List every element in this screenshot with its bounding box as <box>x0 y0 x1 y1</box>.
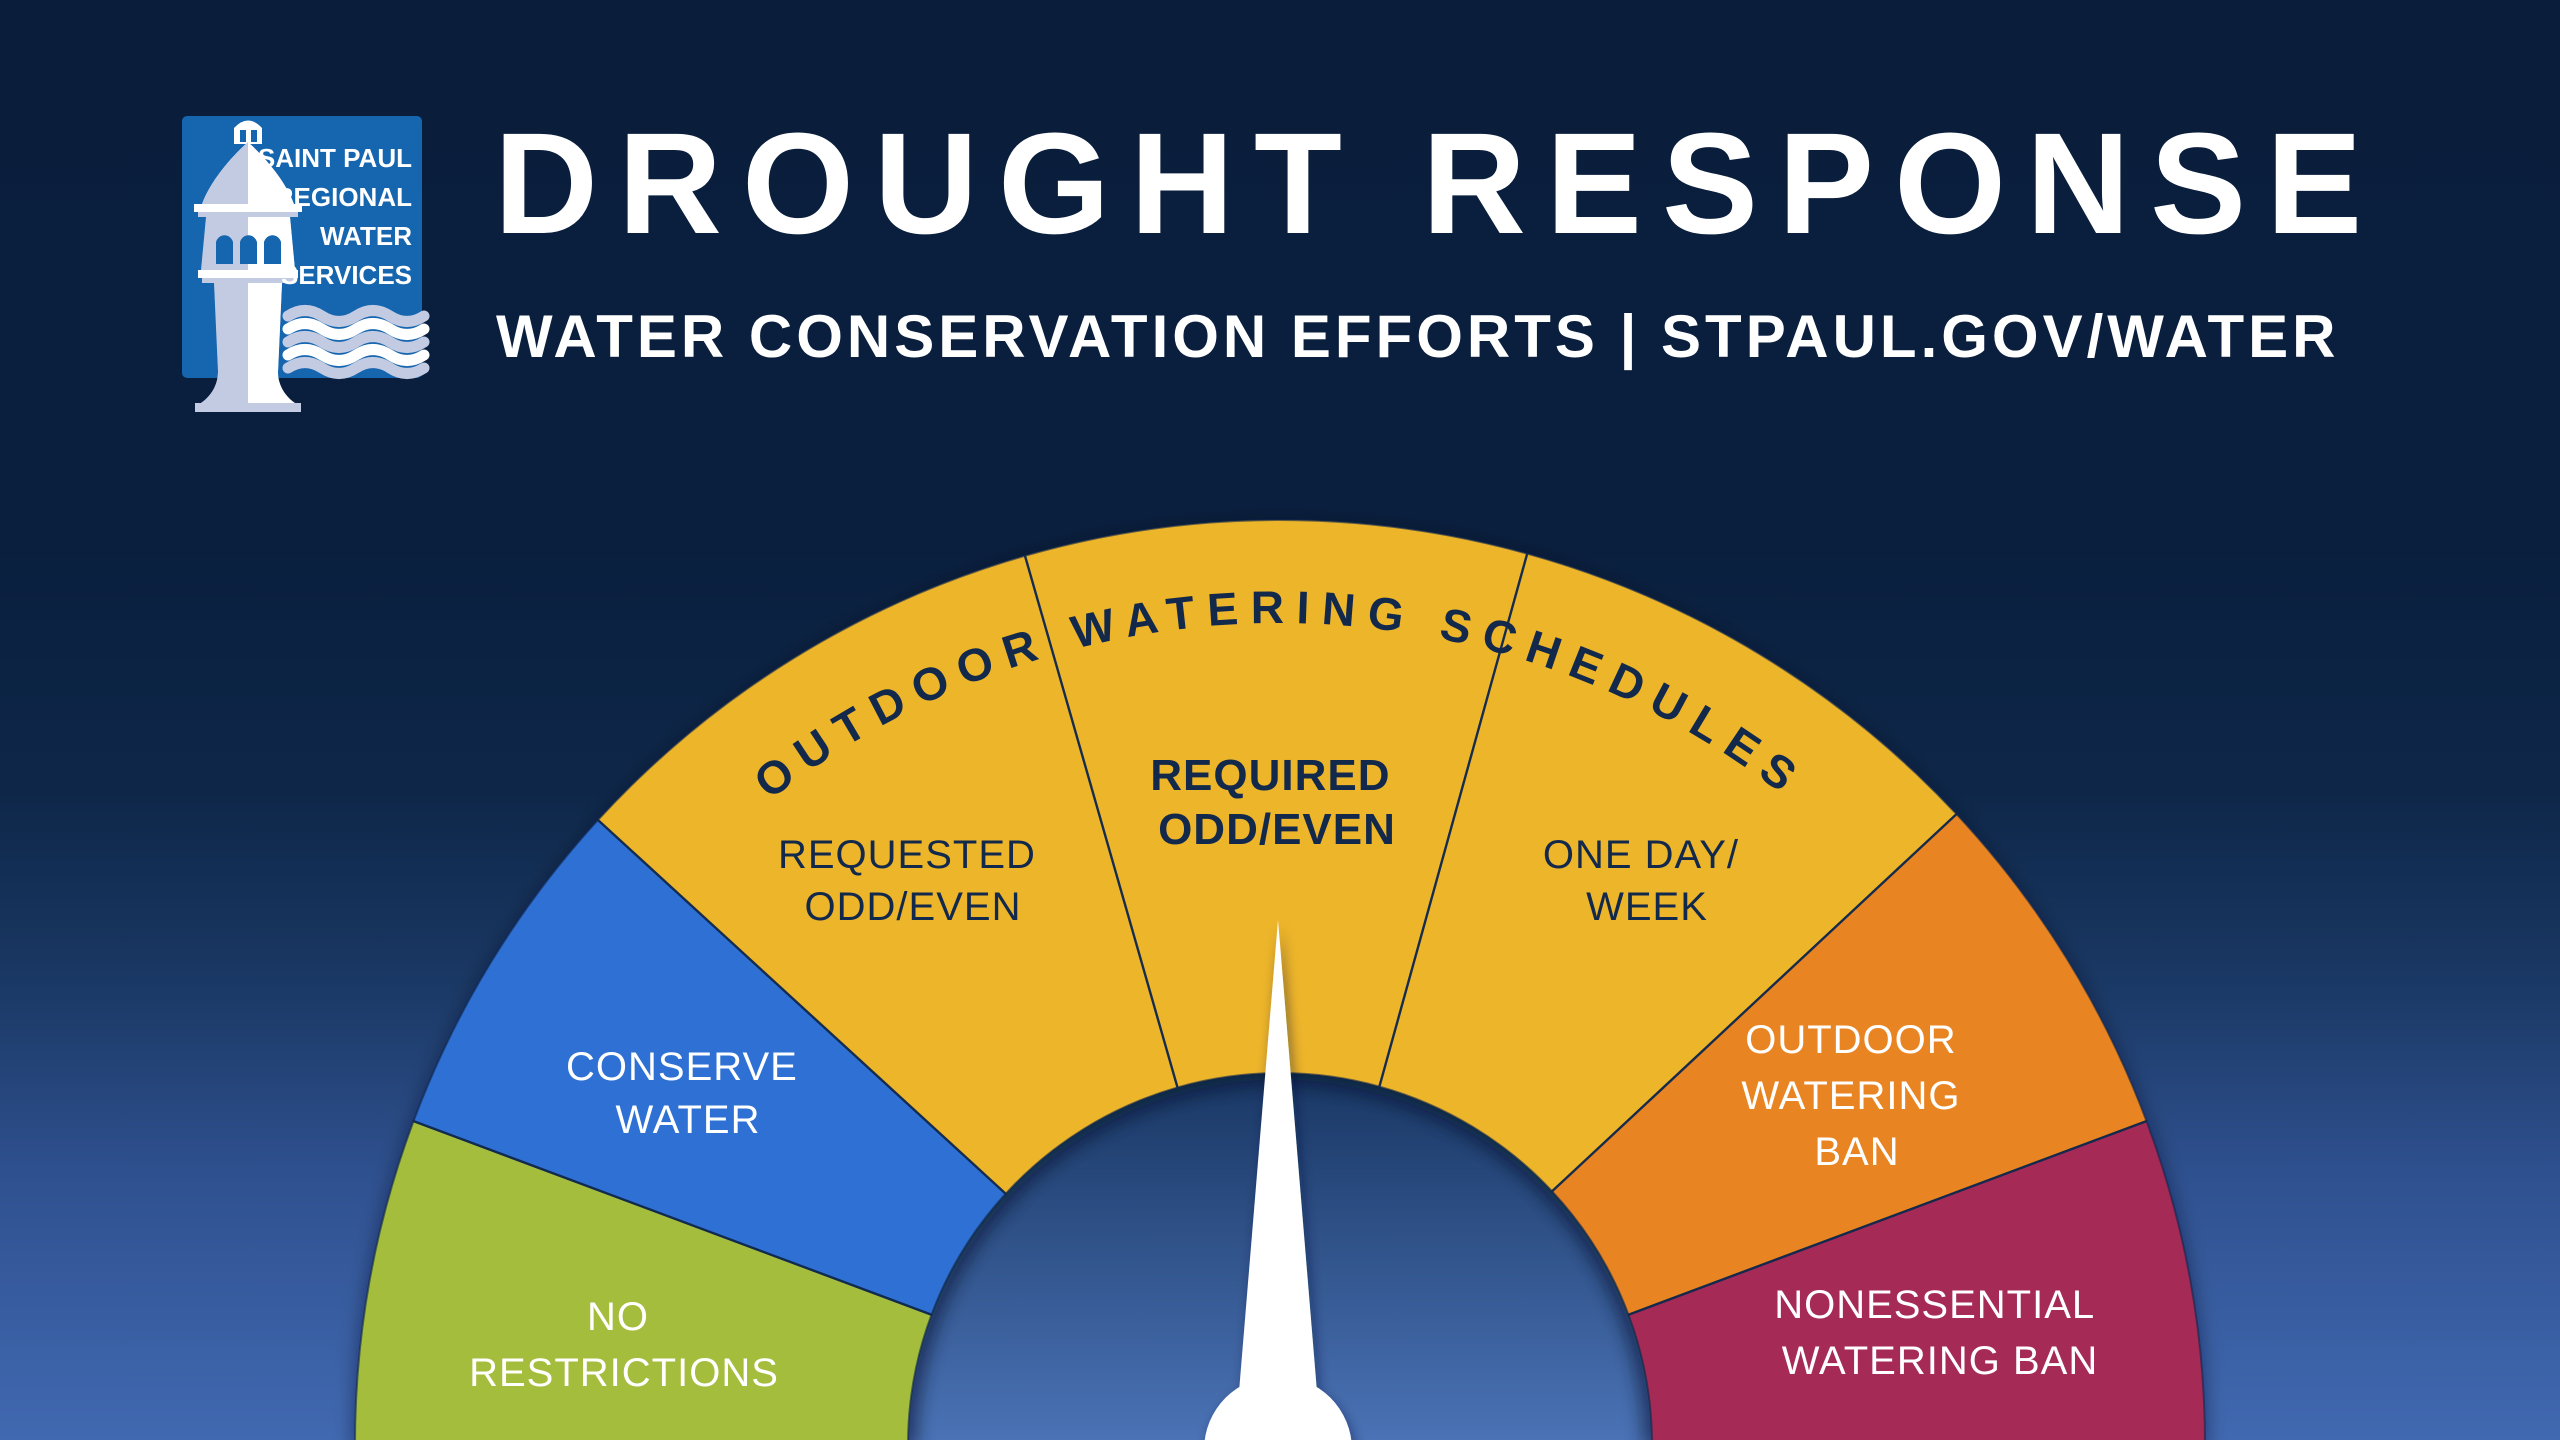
gauge-segment-one-day-week <box>1378 552 1958 1193</box>
gauge-segment-label-nonessential-watering-ban: NONESSENTIAL WATERING BAN <box>1774 1283 2106 1383</box>
water-tower-icon <box>194 120 302 412</box>
gauge-segment-outdoor-watering-ban <box>1550 812 2148 1316</box>
logo-org-name: SAINT PAUL REGIONAL WATER SERVICES <box>258 143 412 290</box>
segment-dividers <box>413 553 2147 1316</box>
label-line: RESTRICTIONS <box>469 1351 779 1395</box>
label-line: NO <box>587 1295 649 1339</box>
label-line: CONSERVE <box>566 1045 798 1089</box>
gauge-segment-label-one-day-week: ONE DAY/ WEEK <box>1543 833 1751 929</box>
label-line: WATERING <box>1741 1074 1960 1118</box>
logo-line-2: REGIONAL <box>275 182 412 212</box>
segment-divider <box>413 1119 932 1316</box>
page-title: DROUGHT RESPONSE <box>494 103 2383 264</box>
label-line: WATERING BAN <box>1782 1339 2098 1383</box>
label-line: WATER <box>616 1098 761 1142</box>
logo-line-1: SAINT PAUL <box>258 143 412 173</box>
gauge-segment-requested-odd-even <box>596 554 1179 1196</box>
gauge-segment-label-requested-odd-even: REQUESTED ODD/EVEN <box>778 833 1048 929</box>
page-subtitle: WATER CONSERVATION EFFORTS | STPAUL.GOV/… <box>496 303 2340 370</box>
segment-divider <box>1023 555 1179 1088</box>
label-line: NONESSENTIAL <box>1774 1283 2093 1327</box>
label-line: BAN <box>1814 1130 1899 1174</box>
logo-waves-icon <box>282 305 430 379</box>
segment-divider <box>1628 1119 2147 1316</box>
segment-divider <box>1378 553 1529 1087</box>
gauge-segment-nonessential-watering-ban <box>1627 1119 2206 1440</box>
segment-divider <box>597 819 1007 1195</box>
gauge-segment-required-odd-even <box>1023 519 1529 1089</box>
gauge-segment-label-conserve-water: CONSERVE WATER <box>566 1045 810 1142</box>
gauge-segment-label-required-odd-even: REQUIRED ODD/EVEN <box>1150 751 1403 854</box>
segment-divider <box>1551 813 1958 1193</box>
gauge-segment-label-no-restrictions: NO RESTRICTIONS <box>469 1295 779 1395</box>
gauge-segment-conserve-water <box>412 818 1008 1316</box>
label-line: WEEK <box>1586 885 1708 929</box>
sprws-logo: SAINT PAUL REGIONAL WATER SERVICES <box>182 116 430 412</box>
label-line: ODD/EVEN <box>805 885 1022 929</box>
logo-line-3: WATER <box>320 221 412 251</box>
label-line: ONE DAY/ <box>1543 833 1739 877</box>
gauge-needle <box>1204 920 1352 1440</box>
label-line: ODD/EVEN <box>1158 805 1396 854</box>
gauge-segment-label-outdoor-watering-ban: OUTDOOR WATERING BAN <box>1741 1018 1972 1174</box>
logo-line-4: SERVICES <box>281 260 412 290</box>
label-line: REQUIRED <box>1150 751 1390 800</box>
label-line: REQUESTED <box>778 833 1036 877</box>
gauge-segment-no-restrictions <box>354 1119 933 1440</box>
label-line: OUTDOOR <box>1745 1018 1956 1062</box>
